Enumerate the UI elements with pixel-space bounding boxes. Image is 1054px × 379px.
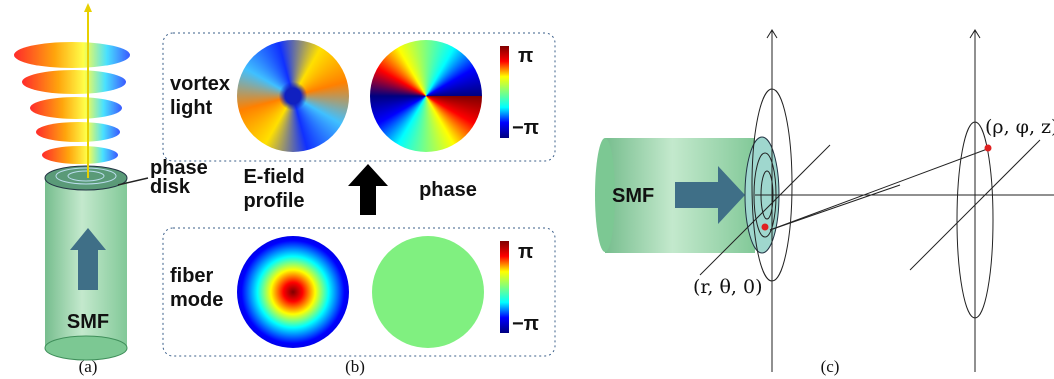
caption: (b) (345, 357, 365, 376)
target-point (985, 145, 992, 152)
fiber-field (237, 236, 349, 348)
colorbar-min: −π (512, 117, 539, 139)
axis-arrow (84, 3, 92, 12)
source-label: (r, θ, 0) (693, 276, 763, 298)
panel-c: SMF (r, θ, 0) (ρ, φ, z) (c) (595, 30, 1054, 376)
spiral (30, 97, 122, 119)
target-label: (ρ, φ, z) (985, 116, 1054, 138)
colorbar (500, 241, 509, 333)
frame (163, 33, 555, 161)
fiber-label: SMF (612, 185, 654, 207)
figure: phasedisk SMF (a) vortexlight fibermode … (0, 0, 1054, 379)
fiber-label: SMF (67, 311, 109, 333)
vortex-field (237, 40, 349, 152)
spiral (42, 146, 118, 164)
ray (770, 185, 900, 230)
fiber-phase (372, 236, 484, 348)
colorbar-min: −π (512, 313, 539, 335)
colorbar (500, 46, 509, 138)
caption: (a) (79, 357, 98, 376)
colorbar-max: π (518, 45, 533, 67)
vortex-phase (370, 40, 482, 152)
middle-label: phase (419, 179, 477, 201)
caption: (c) (821, 357, 840, 376)
colorbar-max: π (518, 241, 533, 263)
up-arrow (348, 164, 388, 215)
spiral (36, 122, 120, 142)
spiral (14, 42, 130, 68)
spiral (22, 70, 126, 94)
figure-drawing: phasedisk SMF (a) vortexlight fibermode … (0, 0, 1054, 379)
source-point (762, 224, 769, 231)
